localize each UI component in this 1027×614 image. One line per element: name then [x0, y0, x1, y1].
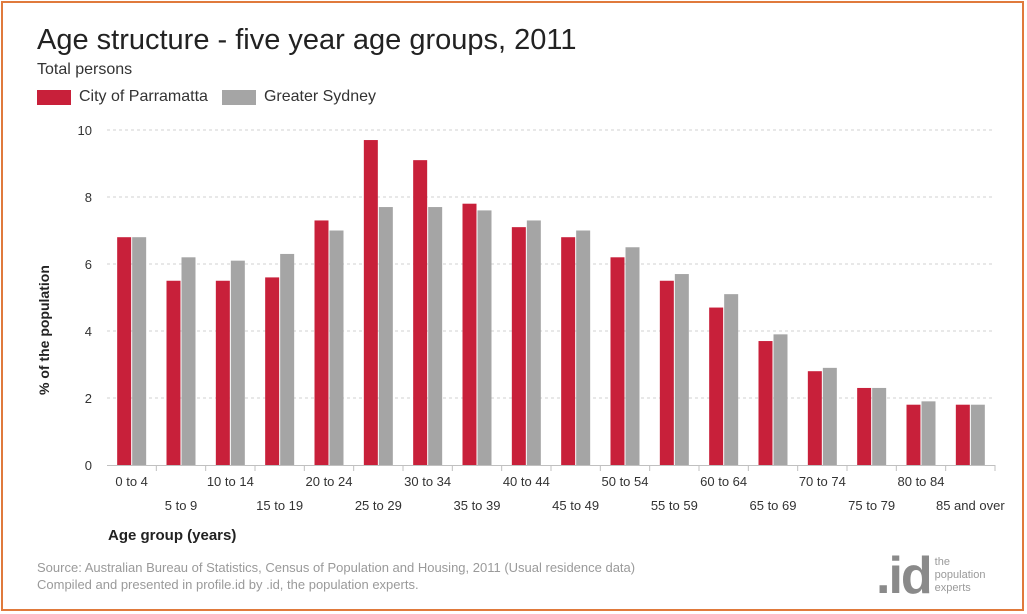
x-tick-label: 0 to 4 — [115, 474, 148, 489]
x-tick-label: 55 to 59 — [651, 498, 698, 513]
y-tick-label: 4 — [85, 324, 92, 339]
bar-parramatta — [363, 140, 378, 466]
x-tick-label: 25 to 29 — [355, 498, 402, 513]
bar-parramatta — [314, 220, 329, 465]
x-tick-label: 15 to 19 — [256, 498, 303, 513]
x-tick-label: 65 to 69 — [750, 498, 797, 513]
bar-parramatta — [857, 387, 872, 465]
legend-swatch-parramatta — [37, 89, 71, 105]
legend-swatch-greater-sydney — [221, 89, 256, 105]
x-tick-label: 60 to 64 — [700, 474, 747, 489]
bar-parramatta — [955, 404, 970, 465]
bar-parramatta — [758, 341, 773, 465]
bar-parramatta — [610, 257, 625, 465]
logo-line-1: the — [934, 556, 950, 568]
bar-greater-sydney — [181, 257, 196, 465]
bar-parramatta — [659, 280, 674, 465]
bar-greater-sydney — [872, 387, 887, 465]
x-tick-label: 80 to 84 — [898, 474, 945, 489]
bar-greater-sydney — [477, 210, 492, 465]
source-line-2: Compiled and presented in profile.id by … — [37, 577, 419, 592]
id-logo: .id the population experts — [876, 550, 985, 606]
bar-parramatta — [215, 280, 230, 465]
bar-parramatta — [709, 307, 724, 465]
source-note: Source: Australian Bureau of Statistics,… — [37, 559, 635, 593]
bar-greater-sydney — [625, 247, 640, 465]
bar-greater-sydney — [773, 334, 788, 465]
x-tick-label: 30 to 34 — [404, 474, 451, 489]
y-axis-label: % of the population — [36, 265, 52, 395]
legend: City of Parramatta Greater Sydney — [37, 86, 390, 108]
y-tick-label: 8 — [85, 190, 92, 205]
bar-greater-sydney — [921, 401, 936, 465]
x-tick-label: 10 to 14 — [207, 474, 254, 489]
x-axis-label: Age group (years) — [108, 527, 237, 544]
y-tick-label: 0 — [85, 458, 92, 473]
x-tick-label: 70 to 74 — [799, 474, 846, 489]
bar-parramatta — [807, 371, 822, 465]
logo-tagline: the population experts — [935, 556, 986, 595]
bar-greater-sydney — [132, 237, 147, 465]
bar-parramatta — [166, 280, 181, 465]
legend-label-parramatta: City of Parramatta — [79, 88, 208, 105]
logo-line-2: population — [934, 569, 986, 581]
bar-greater-sydney — [428, 207, 443, 466]
x-tick-label: 5 to 9 — [165, 498, 198, 513]
chart-subtitle: Total persons — [37, 61, 133, 78]
y-tick-label: 2 — [85, 391, 92, 406]
bar-parramatta — [413, 160, 428, 465]
y-tick-label: 10 — [78, 123, 92, 138]
legend-label-greater-sydney: Greater Sydney — [263, 88, 376, 105]
chart-title: Age structure - five year age groups, 20… — [37, 24, 577, 56]
x-tick-label: 75 to 79 — [848, 498, 895, 513]
bar-greater-sydney — [822, 367, 837, 465]
legend-item-parramatta[interactable]: City of Parramatta — [37, 88, 208, 106]
bar-greater-sydney — [329, 230, 344, 465]
logo-mark: .id — [876, 547, 933, 605]
bar-parramatta — [265, 277, 280, 465]
x-tick-label: 50 to 54 — [602, 474, 649, 489]
bar-parramatta — [462, 203, 477, 465]
bar-greater-sydney — [378, 207, 393, 466]
x-tick-label: 85 and over — [936, 498, 1005, 513]
x-tick-label: 20 to 24 — [306, 474, 353, 489]
bar-greater-sydney — [526, 220, 541, 465]
legend-item-greater-sydney[interactable]: Greater Sydney — [221, 88, 376, 106]
x-tick-label: 45 to 49 — [552, 498, 599, 513]
bar-greater-sydney — [576, 230, 591, 465]
bar-greater-sydney — [280, 253, 295, 465]
y-tick-label: 6 — [85, 257, 92, 272]
bar-parramatta — [906, 404, 921, 465]
bar-greater-sydney — [724, 294, 739, 465]
bar-greater-sydney — [230, 260, 245, 465]
bar-parramatta — [511, 227, 526, 465]
x-tick-label: 35 to 39 — [454, 498, 501, 513]
x-tick-label: 40 to 44 — [503, 474, 550, 489]
bar-parramatta — [117, 237, 132, 465]
logo-line-3: experts — [934, 582, 971, 594]
bar-parramatta — [561, 237, 576, 465]
bar-greater-sydney — [970, 404, 985, 465]
source-line-1: Source: Australian Bureau of Statistics,… — [37, 560, 636, 575]
bar-greater-sydney — [674, 274, 689, 465]
